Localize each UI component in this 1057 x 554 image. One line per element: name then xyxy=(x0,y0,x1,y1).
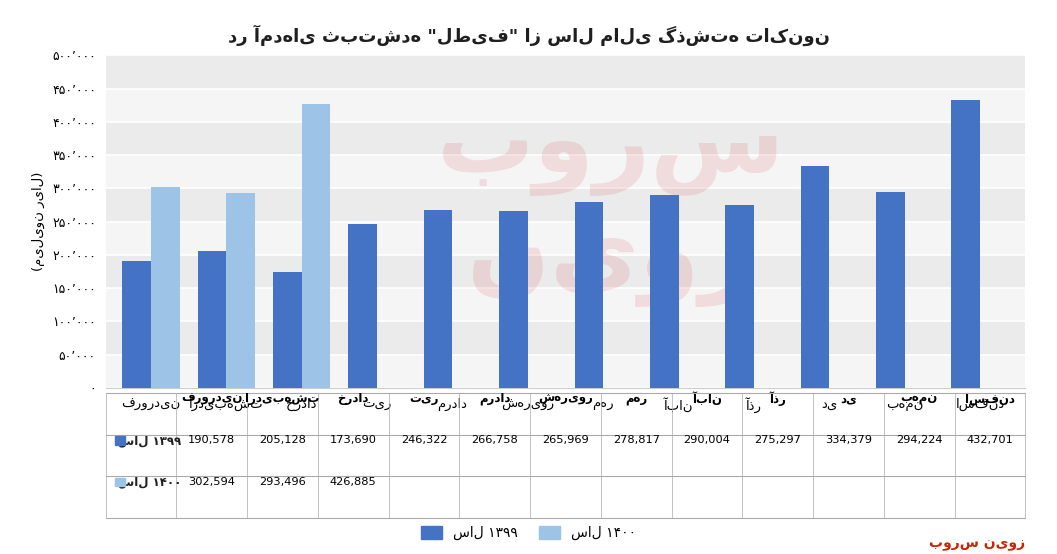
Text: سال ۱۴۰۰: سال ۱۴۰۰ xyxy=(117,475,181,489)
Bar xyxy=(273,273,301,388)
Bar xyxy=(951,100,980,388)
Text: مرداد: مرداد xyxy=(479,392,511,406)
Text: 275,297: 275,297 xyxy=(755,435,801,445)
Bar xyxy=(301,104,331,388)
Text: 290,004: 290,004 xyxy=(684,435,730,445)
Text: اردیبهشت: اردیبهشت xyxy=(245,392,320,406)
Bar xyxy=(106,89,1025,122)
Bar xyxy=(106,321,1025,355)
Bar xyxy=(106,155,1025,188)
Bar xyxy=(106,355,1025,388)
Text: تیر: تیر xyxy=(409,392,439,406)
Bar xyxy=(650,195,679,388)
Bar xyxy=(106,255,1025,288)
Text: 294,224: 294,224 xyxy=(896,435,943,445)
Text: بورس نیوز: بورس نیوز xyxy=(929,537,1025,551)
Bar xyxy=(151,187,180,388)
Text: آذر: آذر xyxy=(769,392,786,406)
Text: 173,690: 173,690 xyxy=(330,435,376,445)
Bar xyxy=(106,188,1025,222)
Bar xyxy=(575,202,604,388)
Legend: سال ۱۳۹۹, سال ۱۴۰۰: سال ۱۳۹۹, سال ۱۴۰۰ xyxy=(415,521,642,546)
Bar xyxy=(876,192,905,388)
Y-axis label: (میلیون ریال): (میلیون ریال) xyxy=(32,172,45,271)
Bar xyxy=(499,211,527,388)
Bar xyxy=(349,224,377,388)
Bar xyxy=(800,166,830,388)
Bar xyxy=(106,288,1025,321)
Text: 266,758: 266,758 xyxy=(471,435,518,445)
Text: 265,969: 265,969 xyxy=(542,435,589,445)
Text: بهمن: بهمن xyxy=(901,392,938,406)
Bar xyxy=(198,252,226,388)
Bar xyxy=(424,211,452,388)
Text: خرداد: خرداد xyxy=(337,392,369,406)
Text: شهریور: شهریور xyxy=(538,392,593,406)
Text: در آمدهای ثبتشده "لطیف" از سال مالی گذشته تاکنون: در آمدهای ثبتشده "لطیف" از سال مالی گذشت… xyxy=(227,25,830,47)
Bar xyxy=(725,205,754,388)
Text: 246,322: 246,322 xyxy=(401,435,447,445)
Text: فروردین: فروردین xyxy=(181,392,242,406)
Text: 278,817: 278,817 xyxy=(613,435,660,445)
Text: مهر: مهر xyxy=(625,392,647,406)
Bar xyxy=(106,222,1025,255)
Text: 190,578: 190,578 xyxy=(188,435,236,445)
Text: 334,379: 334,379 xyxy=(824,435,872,445)
Text: 205,128: 205,128 xyxy=(259,435,305,445)
Text: دی: دی xyxy=(840,392,857,406)
Text: بورس
نیوز: بورس نیوز xyxy=(438,102,785,307)
Text: سال ۱۳۹۹: سال ۱۳۹۹ xyxy=(118,434,181,447)
Text: 302,594: 302,594 xyxy=(188,477,236,487)
Bar xyxy=(123,261,151,388)
Text: اسفند: اسفند xyxy=(965,392,1015,406)
Text: آبان: آبان xyxy=(692,392,722,406)
Text: 432,701: 432,701 xyxy=(966,435,1014,445)
Text: 293,496: 293,496 xyxy=(259,477,305,487)
Bar xyxy=(106,122,1025,155)
Text: 426,885: 426,885 xyxy=(330,477,376,487)
Bar xyxy=(226,193,255,388)
Bar xyxy=(106,55,1025,89)
